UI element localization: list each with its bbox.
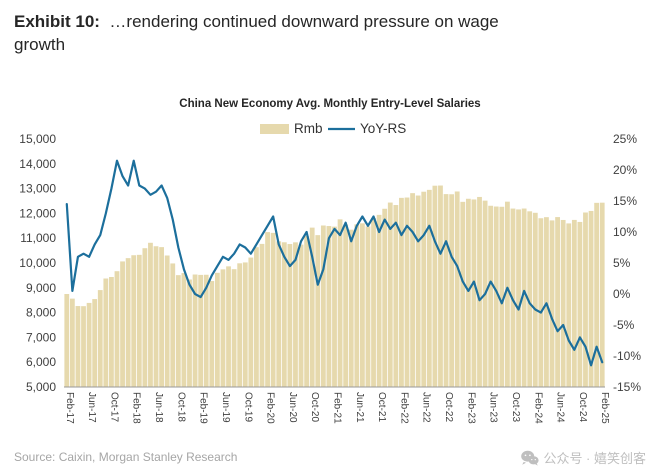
svg-text:13,000: 13,000 (19, 182, 56, 196)
svg-text:Feb-19: Feb-19 (198, 392, 209, 424)
svg-text:7,000: 7,000 (26, 330, 56, 344)
svg-text:Jun-22: Jun-22 (421, 392, 432, 423)
svg-text:5%: 5% (613, 256, 631, 270)
svg-text:Feb-23: Feb-23 (465, 392, 476, 424)
svg-text:6,000: 6,000 (26, 355, 56, 369)
svg-text:-10%: -10% (613, 349, 641, 363)
svg-text:Oct-21: Oct-21 (376, 392, 387, 422)
svg-text:-5%: -5% (613, 318, 635, 332)
svg-text:5,000: 5,000 (26, 380, 56, 394)
svg-text:-15%: -15% (613, 380, 641, 394)
svg-text:Jun-21: Jun-21 (354, 392, 365, 423)
svg-text:Oct-23: Oct-23 (510, 392, 521, 422)
svg-text:Feb-21: Feb-21 (332, 392, 343, 424)
svg-text:0%: 0% (613, 287, 631, 301)
svg-text:25%: 25% (613, 132, 637, 146)
svg-text:Jun-24: Jun-24 (555, 392, 566, 423)
svg-text:Oct-22: Oct-22 (443, 392, 454, 422)
svg-text:Oct-18: Oct-18 (175, 392, 186, 422)
svg-text:Oct-19: Oct-19 (242, 392, 253, 422)
svg-text:Jun-23: Jun-23 (488, 392, 499, 423)
svg-text:Jun-18: Jun-18 (153, 392, 164, 423)
svg-text:Oct-20: Oct-20 (309, 392, 320, 422)
svg-text:Feb-22: Feb-22 (398, 392, 409, 424)
svg-text:12,000: 12,000 (19, 206, 56, 220)
svg-text:9,000: 9,000 (26, 281, 56, 295)
svg-text:15%: 15% (613, 194, 637, 208)
svg-text:Jun-17: Jun-17 (86, 392, 97, 423)
svg-text:Feb-24: Feb-24 (532, 392, 543, 424)
svg-text:20%: 20% (613, 163, 637, 177)
svg-text:15,000: 15,000 (19, 132, 56, 146)
svg-text:YoY-RS: YoY-RS (360, 121, 406, 136)
svg-text:Feb-20: Feb-20 (265, 392, 276, 424)
svg-text:Feb-17: Feb-17 (64, 392, 75, 424)
svg-text:Rmb: Rmb (294, 121, 323, 136)
svg-text:Jun-20: Jun-20 (287, 392, 298, 423)
svg-text:Oct-17: Oct-17 (108, 392, 119, 422)
svg-text:Oct-24: Oct-24 (577, 392, 588, 422)
svg-text:10%: 10% (613, 225, 637, 239)
svg-text:14,000: 14,000 (19, 157, 56, 171)
svg-text:11,000: 11,000 (20, 231, 56, 245)
svg-text:8,000: 8,000 (26, 306, 56, 320)
svg-text:Feb-25: Feb-25 (599, 392, 610, 424)
svg-text:Feb-18: Feb-18 (131, 392, 142, 424)
svg-text:10,000: 10,000 (19, 256, 56, 270)
svg-text:Jun-19: Jun-19 (220, 392, 231, 423)
